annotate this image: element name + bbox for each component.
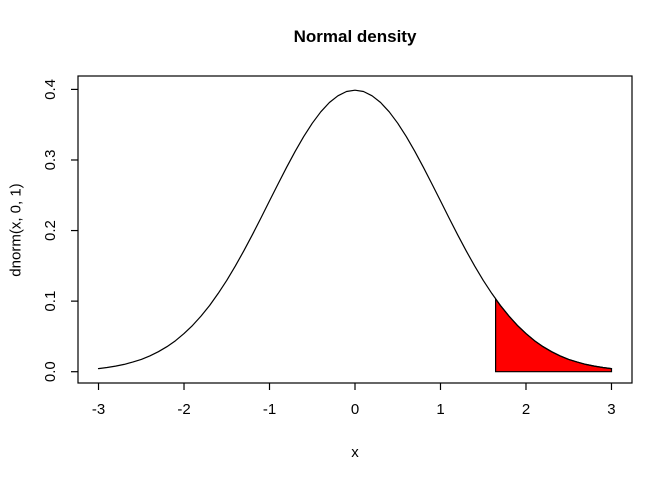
density-curve — [97, 89, 613, 370]
x-axis-tick-label: 3 — [607, 401, 615, 418]
x-axis-tick-label: -3 — [92, 401, 105, 418]
x-axis-tick-label: 2 — [522, 401, 530, 418]
y-axis-tick-label: 0.3 — [42, 150, 59, 171]
x-axis-tick-label: 0 — [351, 401, 359, 418]
chart-title: Normal density — [293, 27, 417, 46]
plot-box — [77, 75, 633, 384]
y-axis-tick-label: 0.4 — [42, 79, 59, 100]
shaded-tail-region — [495, 297, 613, 373]
y-axis-tick-label: 0.2 — [42, 220, 59, 241]
x-axis-tick-label: 1 — [436, 401, 444, 418]
y-axis-tick-label: 0.1 — [42, 291, 59, 312]
y-axis-tick-label: 0.0 — [42, 361, 59, 382]
x-axis-tick-label: -2 — [177, 401, 190, 418]
y-axis-label: dnorm(x, 0, 1) — [7, 183, 25, 277]
x-axis-tick-label: -1 — [263, 401, 276, 418]
x-axis-label: x — [351, 444, 359, 461]
